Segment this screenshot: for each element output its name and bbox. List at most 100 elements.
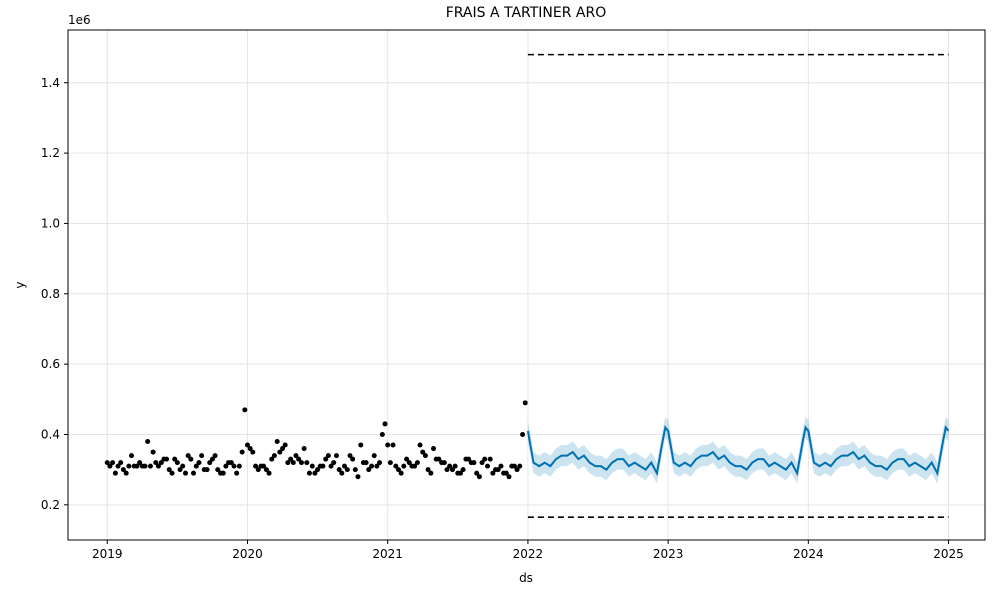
y-tick-label: 0.2 — [41, 498, 60, 512]
forecast-line — [526, 425, 950, 477]
data-point — [204, 467, 210, 473]
data-point — [104, 460, 110, 466]
x-tick-label: 2022 — [513, 547, 544, 561]
data-point — [220, 470, 226, 476]
data-point — [158, 460, 164, 466]
data-point — [374, 463, 380, 469]
data-point — [395, 467, 401, 473]
data-point — [255, 467, 261, 473]
x-tick-label: 2021 — [372, 547, 403, 561]
data-point — [164, 456, 170, 462]
data-point — [296, 456, 302, 462]
data-point — [288, 456, 294, 462]
data-point — [282, 442, 288, 448]
data-point — [474, 470, 480, 476]
data-point — [236, 463, 242, 469]
data-point — [425, 467, 431, 473]
data-point — [137, 460, 143, 466]
x-tick-label: 2023 — [653, 547, 684, 561]
data-point — [428, 470, 434, 476]
y-tick-label: 0.4 — [41, 427, 60, 441]
data-point — [404, 456, 410, 462]
data-point — [390, 442, 396, 448]
data-point — [134, 463, 140, 469]
data-point — [126, 463, 132, 469]
data-point — [212, 453, 218, 459]
data-point — [495, 467, 501, 473]
data-point — [185, 453, 191, 459]
data-point — [207, 460, 213, 466]
data-point — [371, 453, 377, 459]
data-point — [142, 463, 148, 469]
data-point — [115, 463, 121, 469]
data-point — [174, 460, 180, 466]
data-point — [182, 470, 188, 476]
y-tick-label: 0.8 — [41, 287, 60, 301]
data-point — [482, 456, 488, 462]
data-point — [234, 470, 240, 476]
data-point — [215, 467, 221, 473]
x-tick-label: 2024 — [793, 547, 824, 561]
data-point — [331, 460, 337, 466]
data-point — [123, 470, 129, 476]
data-point — [352, 467, 358, 473]
data-point — [199, 453, 205, 459]
data-point — [118, 460, 124, 466]
data-point — [363, 460, 369, 466]
data-point — [358, 442, 364, 448]
data-point — [155, 463, 161, 469]
data-point — [269, 456, 275, 462]
data-point — [476, 474, 482, 480]
y-tick-label: 0.6 — [41, 357, 60, 371]
y-axis-label: y — [13, 281, 27, 288]
data-point — [153, 460, 159, 466]
data-point — [271, 453, 277, 459]
data-point — [444, 467, 450, 473]
data-point — [406, 460, 412, 466]
data-point — [309, 463, 315, 469]
data-point — [339, 470, 345, 476]
data-point — [366, 467, 372, 473]
data-point — [169, 470, 175, 476]
data-point — [377, 460, 383, 466]
data-point — [253, 463, 259, 469]
y-offset-label: 1e6 — [68, 13, 91, 27]
data-point — [379, 431, 385, 437]
data-point — [277, 449, 283, 455]
data-point — [120, 467, 126, 473]
data-point — [172, 456, 178, 462]
data-point — [323, 456, 329, 462]
x-tick-label: 2020 — [232, 547, 263, 561]
data-point — [239, 449, 245, 455]
data-point — [336, 467, 342, 473]
data-point — [412, 463, 418, 469]
data-point — [145, 439, 151, 445]
data-point — [420, 449, 426, 455]
x-tick-label: 2025 — [933, 547, 964, 561]
data-point — [401, 463, 407, 469]
data-point — [306, 470, 312, 476]
data-point — [285, 460, 291, 466]
x-axis-label: ds — [519, 571, 533, 585]
data-point — [312, 470, 318, 476]
data-point — [177, 467, 183, 473]
data-point — [110, 460, 116, 466]
data-point — [280, 446, 286, 452]
data-point — [514, 467, 520, 473]
data-point — [180, 463, 186, 469]
data-point — [506, 474, 512, 480]
data-point — [490, 470, 496, 476]
data-point — [449, 467, 455, 473]
data-point — [347, 453, 353, 459]
data-point — [520, 431, 526, 437]
data-point — [447, 463, 453, 469]
data-point — [387, 460, 393, 466]
data-point — [398, 470, 404, 476]
data-point — [350, 456, 356, 462]
data-point — [466, 456, 472, 462]
data-point — [334, 453, 340, 459]
data-point — [522, 400, 528, 406]
data-point — [485, 463, 491, 469]
data-point — [479, 460, 485, 466]
data-point — [325, 453, 331, 459]
